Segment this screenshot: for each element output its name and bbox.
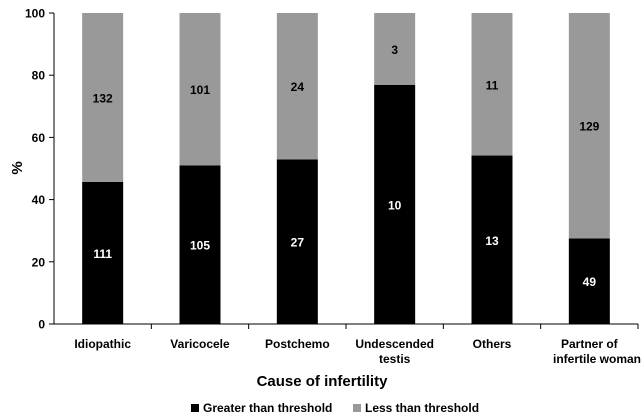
y-axis-label: % (9, 161, 26, 174)
data-label-less-than-threshold: 3 (391, 43, 398, 57)
legend-swatch (191, 404, 199, 412)
data-label-greater-than-threshold: 49 (583, 275, 597, 289)
y-tick-label: 100 (25, 7, 45, 21)
bar-segment-less-than-threshold (179, 13, 221, 166)
y-tick-label: 0 (38, 318, 45, 332)
plot-area: 111 132 105 101 27 24 10 3 13 11 49 129 (82, 13, 610, 325)
data-label-less-than-threshold: 129 (579, 120, 599, 134)
x-tick-label: Varicocele (170, 337, 230, 351)
legend-swatch (353, 404, 361, 412)
x-tick-label: Undescended (355, 337, 434, 351)
x-tick-label: Idiopathic (74, 337, 131, 351)
legend-item-greater-than-threshold: Greater than threshold (191, 401, 332, 415)
data-label-greater-than-threshold: 10 (388, 198, 402, 212)
bar-segment-less-than-threshold (276, 13, 318, 160)
x-tick-label: testis (379, 352, 411, 366)
y-tick-label: 20 (32, 255, 46, 269)
legend: Greater than threshold Less than threshol… (191, 401, 479, 415)
data-label-less-than-threshold: 101 (190, 83, 210, 97)
bar-segment-less-than-threshold (374, 13, 416, 85)
bar-segment-less-than-threshold (82, 13, 124, 182)
data-label-less-than-threshold: 132 (93, 91, 113, 105)
bar-segment-greater-than-threshold (374, 84, 416, 325)
bar-segment-greater-than-threshold (82, 181, 124, 324)
data-label-less-than-threshold: 11 (486, 78, 499, 92)
data-label-greater-than-threshold: 27 (291, 236, 305, 250)
data-label-less-than-threshold: 24 (291, 80, 305, 94)
x-tick-label: Others (473, 337, 512, 351)
y-tick-label: 80 (32, 69, 46, 83)
data-label-greater-than-threshold: 105 (190, 239, 210, 253)
x-tick-label: infertile woman (553, 352, 641, 366)
bar-segment-less-than-threshold (568, 13, 610, 239)
bar-segment-greater-than-threshold (179, 165, 221, 324)
bar-segment-less-than-threshold (471, 13, 513, 156)
x-axis-label: Cause of infertility (257, 373, 389, 390)
legend-label: Less than threshold (365, 401, 479, 415)
legend-label: Greater than threshold (203, 401, 332, 415)
x-tick-label: Postchemo (265, 337, 330, 351)
y-tick-label: 40 (32, 193, 46, 207)
y-tick-label: 60 (32, 131, 46, 145)
bar-segment-greater-than-threshold (568, 238, 610, 324)
legend-item-less-than-threshold: Less than threshold (353, 401, 479, 415)
y-axis: 0 20 40 60 80 100 (25, 7, 55, 332)
bar-segment-greater-than-threshold (276, 159, 318, 324)
x-axis: Idiopathic Varicocele Postchemo Undescended… (54, 323, 641, 366)
x-tick-label: Partner of (561, 337, 619, 351)
data-label-greater-than-threshold: 13 (485, 234, 499, 248)
bar-segment-greater-than-threshold (471, 155, 513, 324)
data-label-greater-than-threshold: 111 (93, 247, 112, 261)
